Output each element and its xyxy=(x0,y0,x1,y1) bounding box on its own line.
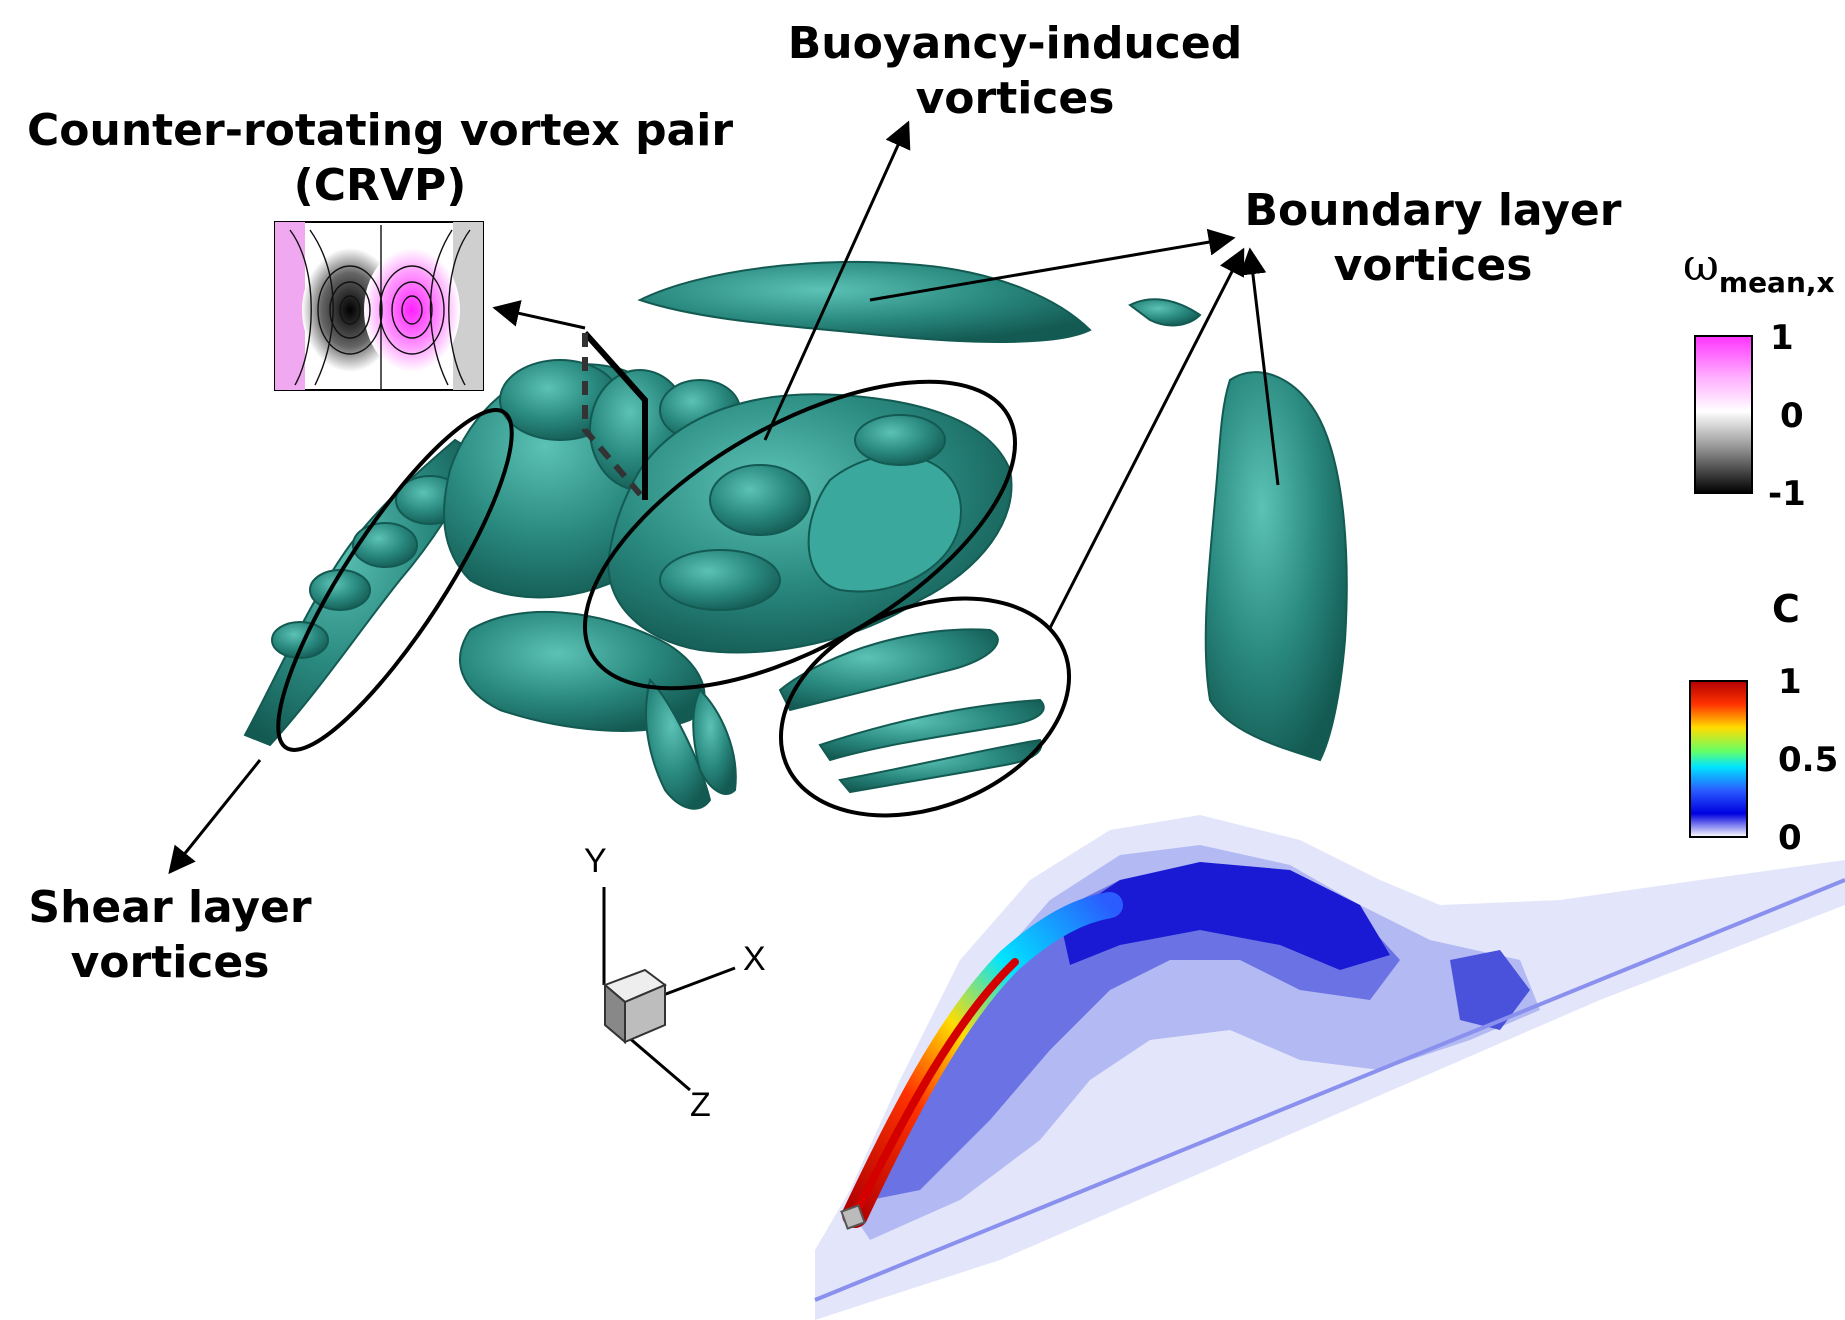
c-tick-mid: 0.5 xyxy=(1778,740,1839,780)
omega-symbol: ω xyxy=(1683,240,1719,291)
crvp-arrow xyxy=(492,300,586,330)
shear-label: Shear layer vortices xyxy=(10,880,330,990)
boundary-arrow-lower xyxy=(1048,247,1245,629)
c-colorbar xyxy=(1689,680,1748,838)
crvp-inset xyxy=(274,221,484,391)
omega-colorbar-title: ωmean,x xyxy=(1683,240,1835,299)
concentration-plume xyxy=(814,815,1845,1320)
c-tick-max: 1 xyxy=(1778,662,1802,702)
isosurface-vortices xyxy=(243,260,1348,810)
buoyancy-blob xyxy=(709,464,811,536)
jet-inlet-cube xyxy=(840,1204,866,1230)
crvp-label-line1: Counter-rotating vortex pair xyxy=(26,105,734,156)
buoyancy-arrow xyxy=(763,120,911,441)
omega-tick-min: -1 xyxy=(1768,474,1806,514)
buoyancy-label: Buoyancy-induced vortices xyxy=(775,16,1255,126)
shear-blob xyxy=(352,522,418,568)
crvp-label: Counter-rotating vortex pair (CRVP) xyxy=(20,103,740,213)
shear-layer-ellipse xyxy=(276,408,514,752)
axis-y-label: Y xyxy=(584,842,607,880)
plume-core-region xyxy=(870,865,1400,1200)
boundary-lower-vortex xyxy=(838,738,1043,794)
crvp-label-line2: (CRVP) xyxy=(293,160,467,211)
annotation-arrows xyxy=(168,120,1280,875)
drooping-column xyxy=(644,678,712,810)
boundary-arrow-side xyxy=(1239,247,1280,486)
c-tick-min: 0 xyxy=(1778,818,1802,858)
plume-dense-region xyxy=(1060,862,1390,970)
buoyancy-blob xyxy=(659,549,781,611)
boundary-side-vortex xyxy=(1204,371,1348,762)
axis-x-label: X xyxy=(743,940,766,978)
axis-z-label: Z xyxy=(690,1086,711,1124)
boundary-lower-vortex xyxy=(818,698,1045,762)
boundary-ellipse xyxy=(778,596,1072,818)
axes-triad xyxy=(602,887,736,1092)
boundary-label: Boundary layer vortices xyxy=(1228,183,1638,293)
plume-side-lobe xyxy=(1450,950,1530,1030)
omega-tick-max: 1 xyxy=(1770,318,1794,358)
shear-blob xyxy=(271,621,329,659)
shear-label-line1: Shear layer xyxy=(28,882,312,933)
c-colorbar-title: C xyxy=(1772,587,1800,631)
jet-centerline xyxy=(856,958,1019,1209)
drooping-column xyxy=(692,688,737,795)
boundary-arrow-top xyxy=(869,228,1236,302)
buoyancy-label-line1: Buoyancy-induced xyxy=(787,18,1243,69)
boundary-lower-vortex xyxy=(778,628,999,712)
buoyancy-blob xyxy=(854,414,946,466)
omega-colorbar xyxy=(1694,335,1753,494)
boundary-label-line1: Boundary layer xyxy=(1244,185,1622,236)
omega-subscript: mean,x xyxy=(1718,266,1835,299)
annotation-ellipses xyxy=(276,379,1072,818)
omega-tick-mid: 0 xyxy=(1780,396,1804,436)
wall-boundary xyxy=(814,878,1845,1302)
crvp-section-plane xyxy=(582,330,648,502)
buoyancy-label-line2: vortices xyxy=(915,73,1115,124)
boundary-label-line2: vortices xyxy=(1333,240,1533,291)
shear-label-line2: vortices xyxy=(70,937,270,988)
boundary-top-tail xyxy=(1128,298,1202,327)
shear-arrow xyxy=(168,759,262,875)
